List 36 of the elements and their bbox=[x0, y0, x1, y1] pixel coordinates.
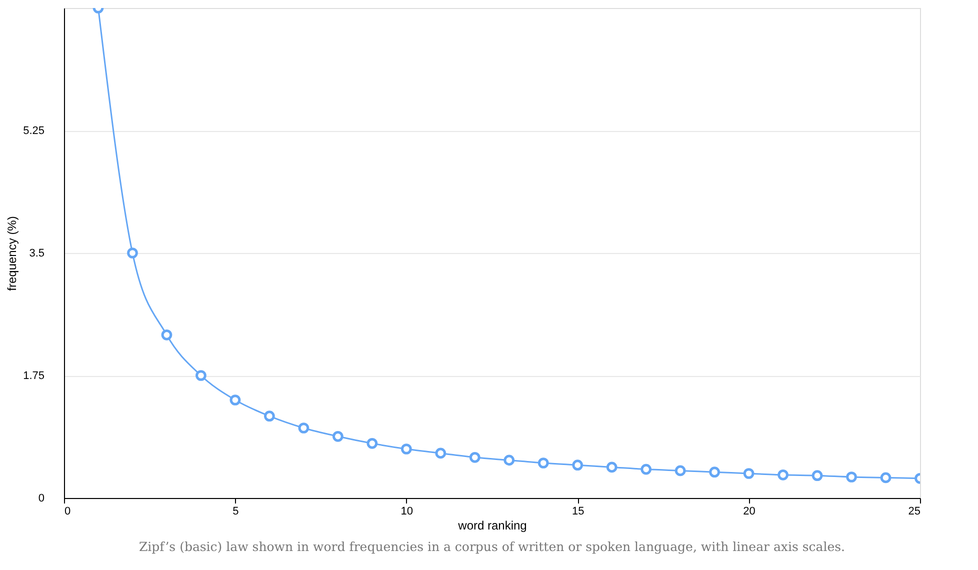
x-tick-label: 0 bbox=[64, 506, 71, 518]
point bbox=[298, 422, 310, 434]
x-tick-label: 5 bbox=[232, 506, 239, 518]
point bbox=[264, 410, 275, 422]
point bbox=[504, 454, 515, 466]
text: Zipf’s (basic) law shown in word frequencies in a corpus of written or spoken language, with linear axis scales. bbox=[138, 539, 846, 554]
y-axis-title: frequency (%) bbox=[5, 216, 20, 291]
y-tick-label: 3.5 bbox=[29, 248, 44, 260]
point bbox=[161, 329, 172, 340]
point bbox=[538, 458, 549, 468]
point bbox=[709, 466, 720, 478]
x-tick-label: 15 bbox=[572, 506, 584, 518]
point bbox=[606, 462, 618, 473]
y-tick-label: 1.75 bbox=[23, 370, 44, 382]
point bbox=[366, 438, 378, 449]
x-tick-label: 25 bbox=[908, 506, 920, 518]
point bbox=[400, 444, 412, 454]
point bbox=[435, 448, 446, 459]
point bbox=[640, 464, 652, 475]
point bbox=[880, 472, 892, 484]
point bbox=[196, 370, 206, 381]
point bbox=[778, 469, 788, 480]
point bbox=[812, 470, 823, 482]
point bbox=[743, 468, 754, 479]
x-axis-title: word ranking bbox=[457, 518, 527, 532]
point bbox=[572, 460, 584, 471]
point bbox=[846, 472, 857, 482]
x-tick-label: 10 bbox=[400, 506, 414, 518]
point bbox=[674, 465, 686, 476]
point bbox=[127, 248, 138, 258]
y-tick-label: 0 bbox=[38, 492, 44, 504]
point bbox=[230, 394, 241, 406]
x-tick-label: 20 bbox=[743, 506, 756, 518]
point bbox=[469, 452, 480, 463]
y-tick-label: 5.25 bbox=[23, 125, 44, 137]
point bbox=[332, 430, 344, 442]
